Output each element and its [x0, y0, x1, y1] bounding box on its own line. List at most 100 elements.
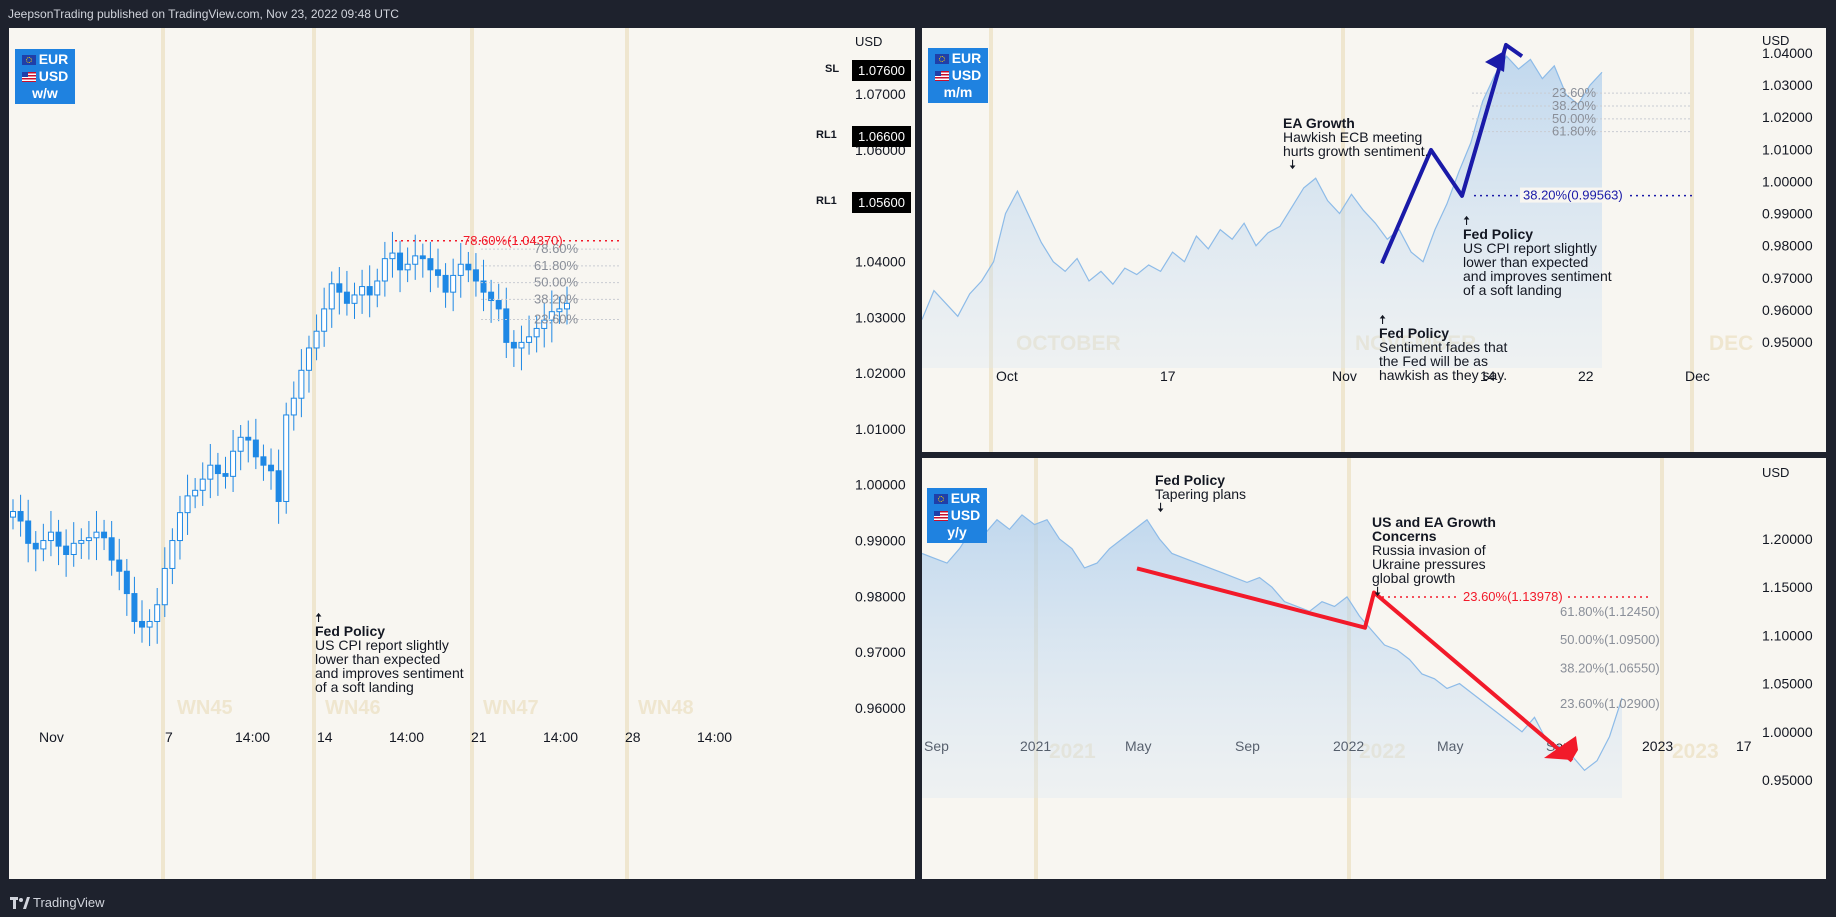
candle-body — [556, 308, 563, 313]
arrow-up-icon: 🠅 — [315, 610, 323, 625]
chart-panel-yearly[interactable]: 2021202220231.200001.150001.100001.05000… — [922, 458, 1826, 879]
y-tick-label: 1.07000 — [855, 86, 906, 102]
arrow-up-icon: 🠅 — [1379, 312, 1387, 327]
session-separator — [625, 28, 629, 879]
badge-period: w/w — [32, 85, 58, 101]
month-separator — [1690, 28, 1694, 452]
price-tag: RL1 — [816, 129, 837, 141]
arrow-head — [1544, 736, 1578, 760]
x-tick-label: Nov — [39, 729, 64, 745]
arrow-head — [1485, 50, 1506, 72]
candle-body — [154, 604, 161, 622]
candle-body — [55, 531, 62, 547]
axis-unit: USD — [855, 34, 883, 49]
candle-body — [252, 439, 259, 458]
y-tick-label: 0.97000 — [855, 644, 906, 660]
arrow-down-icon: 🠇 — [1374, 584, 1382, 599]
y-tick-label: 1.00000 — [1762, 173, 1813, 189]
y-tick-label: 0.95000 — [1762, 772, 1813, 788]
candle-body — [25, 520, 32, 544]
y-tick-label: 1.04000 — [855, 253, 906, 269]
fib-level-label: 61.80% — [1552, 124, 1597, 139]
monthly-chart-svg[interactable]: OCTOBERNOVEMBERDEC1.040001.030001.020001… — [922, 28, 1826, 452]
price-label-sl: 1.07600 — [852, 60, 911, 81]
y-tick-label: 1.00000 — [855, 477, 906, 493]
y-tick-label: 1.03000 — [855, 309, 906, 325]
x-tick-label: Oct — [996, 368, 1018, 384]
candle-body — [40, 540, 47, 550]
y-tick-label: 1.02000 — [1762, 109, 1813, 125]
candle-body — [78, 540, 85, 544]
us-flag-icon — [933, 510, 948, 521]
candle-body — [192, 489, 199, 497]
y-tick-label: 1.15000 — [1762, 579, 1813, 595]
area-line — [922, 514, 1623, 772]
brand-name: TradingView — [33, 895, 105, 910]
area-fill — [922, 56, 1602, 368]
fib-level-label: 23.60% — [534, 312, 579, 327]
candle-body — [63, 545, 70, 555]
candle-body — [146, 620, 153, 628]
session-separator — [470, 28, 474, 879]
x-tick-label: 2023 — [1642, 738, 1673, 754]
symbol-badge-monthly: EUR USD m/m — [928, 48, 988, 103]
annotation-growth-concerns: US and EA Growth Concerns Russia invasio… — [1372, 514, 1496, 599]
y-tick-label: 1.01000 — [855, 421, 906, 437]
candle-body — [450, 274, 457, 293]
week-label: WN47 — [483, 697, 539, 719]
fib-level-label: 38.20% — [1552, 98, 1597, 113]
candle-body — [412, 255, 419, 265]
x-tick-label: 22 — [1578, 368, 1594, 384]
x-tick-label: 28 — [625, 729, 641, 745]
candle-body — [427, 258, 434, 271]
fib-level-label: 61.80%(1.12450) — [1560, 604, 1660, 619]
candle-body — [169, 540, 176, 569]
weekly-chart-svg[interactable]: WN45WN46WN47WN481.070001.060001.050001.0… — [9, 28, 915, 879]
candle-body — [47, 531, 54, 542]
price-label-rl1: 1.05600 — [852, 192, 911, 213]
yearly-chart-svg[interactable]: 2021202220231.200001.150001.100001.05000… — [922, 458, 1826, 879]
axis-unit: USD — [1762, 33, 1790, 48]
price-label-rl1: 1.06600 — [852, 126, 911, 147]
x-tick-label: 14 — [317, 729, 333, 745]
badge-base: EUR — [38, 51, 69, 67]
area-line — [922, 55, 1603, 320]
price-tag: SL — [825, 63, 840, 75]
area-fill — [922, 514, 1622, 798]
us-flag-icon — [934, 70, 949, 81]
fib-level-label: 50.00%(1.09500) — [1560, 632, 1660, 647]
y-tick-label: 0.99000 — [855, 533, 906, 549]
y-tick-label: 1.05000 — [1762, 676, 1813, 692]
arrow-up-icon: 🠅 — [1463, 213, 1471, 228]
candle-body — [480, 280, 487, 293]
candle-body — [199, 478, 206, 491]
candle-body — [101, 531, 108, 539]
candle-body — [10, 511, 16, 518]
candle-body — [465, 263, 472, 271]
chart-panel-weekly[interactable]: WN45WN46WN47WN481.070001.060001.050001.0… — [9, 28, 915, 879]
symbol-badge-yearly: EUR USD y/y — [927, 488, 987, 543]
candle-body — [139, 620, 146, 628]
y-tick-label: 0.96000 — [1762, 302, 1813, 318]
candle-body — [526, 336, 533, 343]
candle-body — [161, 567, 168, 606]
top-bar: JeepsonTrading published on TradingView.… — [0, 0, 1836, 28]
chart-panel-monthly[interactable]: OCTOBERNOVEMBERDEC1.040001.030001.020001… — [922, 28, 1826, 452]
fib-main-label-bg — [1520, 187, 1628, 203]
candle-body — [85, 537, 92, 542]
x-tick-label: 17 — [1736, 738, 1752, 754]
candle-body — [389, 252, 396, 260]
candle-body — [351, 294, 358, 304]
x-tick-label: 14:00 — [543, 729, 578, 745]
candle-body — [116, 559, 123, 572]
trend-arrow — [1380, 42, 1524, 265]
candle-body — [131, 593, 138, 622]
y-tick-label: 1.01000 — [1762, 141, 1813, 157]
y-tick-label: 0.99000 — [1762, 206, 1813, 222]
week-label: WN45 — [177, 697, 233, 719]
candle-body — [397, 252, 404, 271]
candle-body — [404, 263, 411, 271]
candle-body — [541, 319, 548, 329]
annotation-fed-policy-cpi: 🠅 Fed Policy US CPI report slightly lowe… — [1463, 213, 1612, 298]
candle-body — [305, 347, 312, 371]
